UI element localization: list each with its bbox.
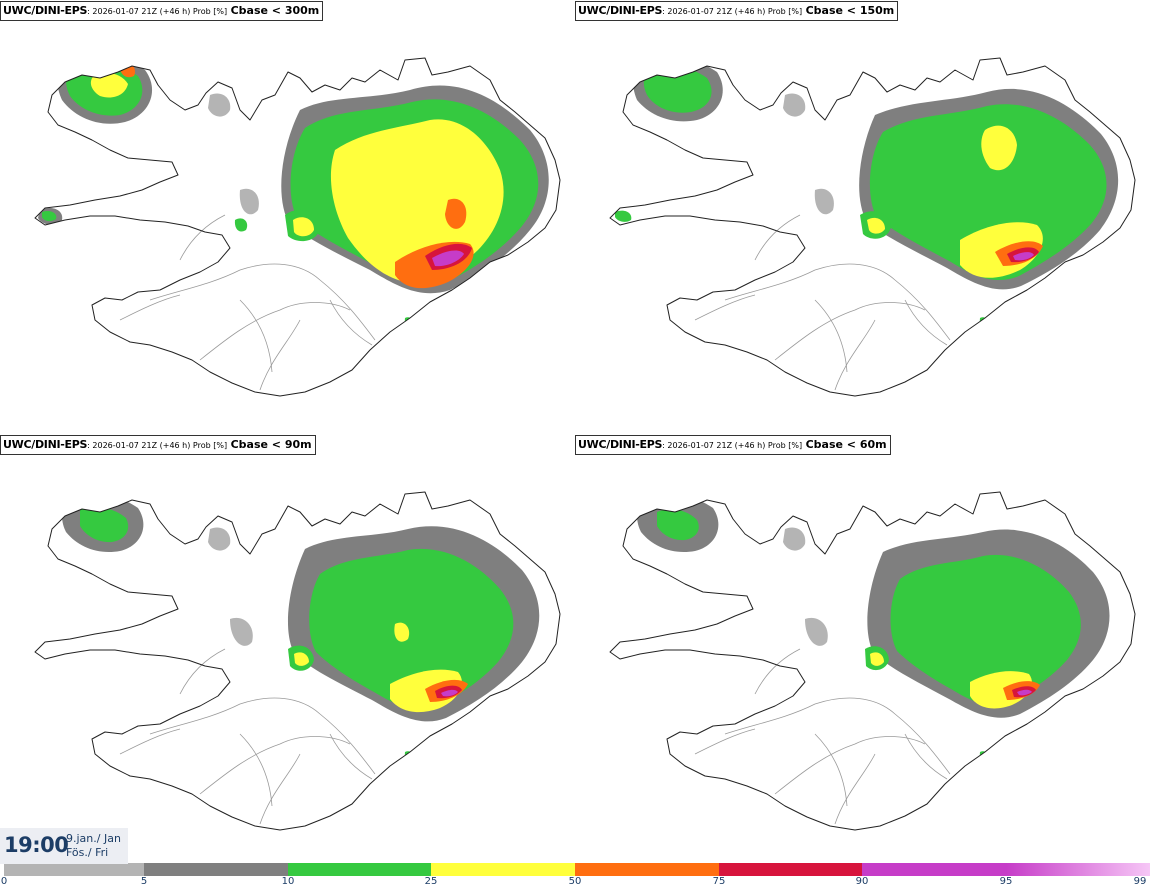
prob-area-5 <box>230 617 253 646</box>
prob-area-50 <box>294 652 309 666</box>
prob-area-25 <box>643 65 712 113</box>
legend-label-50: 50 <box>568 876 582 887</box>
model-name: UWC/DINI-EPS <box>578 438 663 451</box>
coastline <box>609 491 1136 831</box>
probability-fields <box>637 494 1110 765</box>
prob-area-25 <box>80 507 129 543</box>
prob-area-25 <box>404 751 415 765</box>
prob-area-25 <box>890 554 1081 705</box>
prob-area-25 <box>657 509 699 541</box>
probability-map <box>609 57 1136 397</box>
legend-swatch-90 <box>719 863 862 876</box>
probability-fields <box>0 18 549 331</box>
legend-label-99: 99 <box>1133 876 1147 887</box>
prob-area-25 <box>404 317 415 331</box>
prob-area-5 <box>783 527 806 551</box>
inland-boundaries <box>694 648 951 825</box>
panel-title: UWC/DINI-EPS: 2026-01-07 21Z (+46 h) Pro… <box>0 1 324 21</box>
prob-area-50 <box>330 119 504 283</box>
prob-area-5 <box>805 617 828 646</box>
legend-label-25: 25 <box>424 876 438 887</box>
valid-date: 9.jan./ Jan Fös./ Fri <box>66 832 121 860</box>
run-info: : 2026-01-07 21Z (+46 h) Prob [%] <box>87 7 228 16</box>
field-name: Cbase < 90m <box>230 438 312 451</box>
legend-colorbar <box>4 863 1150 876</box>
prob-area-25 <box>979 751 990 765</box>
prob-area-5 <box>0 18 55 45</box>
coastline <box>34 491 561 831</box>
probability-map <box>34 491 561 831</box>
probability-map <box>609 491 1136 831</box>
legend-swatch-5 <box>4 863 144 876</box>
prob-area-50 <box>870 652 884 666</box>
legend-swatch-95 <box>862 863 1006 876</box>
prob-area-95 <box>1013 252 1034 261</box>
legend-label-5: 5 <box>140 876 148 887</box>
legend-swatch-10 <box>144 863 288 876</box>
prob-area-50 <box>293 217 314 237</box>
coastline <box>34 57 561 397</box>
inland-boundaries <box>119 648 376 825</box>
prob-area-75 <box>445 198 467 229</box>
inland-boundaries <box>119 214 376 391</box>
date-line-2: Fös./ Fri <box>66 846 109 859</box>
prob-area-50 <box>981 125 1017 171</box>
run-info: : 2026-01-07 21Z (+46 h) Prob [%] <box>87 441 228 450</box>
prob-area-50 <box>90 72 128 98</box>
model-name: UWC/DINI-EPS <box>3 4 88 17</box>
legend-swatch-25 <box>288 863 431 876</box>
valid-time-box: 19:00 9.jan./ Jan Fös./ Fri <box>0 828 128 864</box>
probability-fields <box>62 494 540 765</box>
panel-title: UWC/DINI-EPS: 2026-01-07 21Z (+46 h) Pro… <box>575 1 899 21</box>
prob-area-25 <box>615 210 632 222</box>
panel-title: UWC/DINI-EPS: 2026-01-07 21Z (+46 h) Pro… <box>0 435 316 455</box>
prob-area-5 <box>208 93 231 117</box>
panel-title: UWC/DINI-EPS: 2026-01-07 21Z (+46 h) Pro… <box>575 435 891 455</box>
map-panel-4: UWC/DINI-EPS: 2026-01-07 21Z (+46 h) Pro… <box>575 434 1150 864</box>
legend-label-90: 90 <box>855 876 869 887</box>
prob-area-25 <box>979 317 990 331</box>
map-panel-2: UWC/DINI-EPS: 2026-01-07 21Z (+46 h) Pro… <box>575 0 1150 430</box>
valid-time: 19:00 <box>4 833 69 857</box>
legend-swatch-99 <box>1006 863 1150 876</box>
prob-area-25 <box>309 548 514 709</box>
legend-label-95: 95 <box>999 876 1013 887</box>
date-line-1: 9.jan./ Jan <box>66 832 121 845</box>
legend-label-75: 75 <box>712 876 726 887</box>
prob-area-5 <box>239 188 259 215</box>
model-name: UWC/DINI-EPS <box>3 438 88 451</box>
coastline <box>609 57 1136 397</box>
field-name: Cbase < 300m <box>230 4 320 17</box>
probability-fields <box>615 58 1119 331</box>
prob-area-95 <box>432 250 464 267</box>
prob-area-95 <box>441 689 458 697</box>
prob-area-5 <box>783 93 806 117</box>
map-panel-3: UWC/DINI-EPS: 2026-01-07 21Z (+46 h) Pro… <box>0 434 575 864</box>
probability-map <box>0 18 561 397</box>
field-name: Cbase < 150m <box>805 4 895 17</box>
prob-area-95 <box>1017 689 1032 696</box>
legend-label-0: 0 <box>0 876 8 887</box>
prob-area-5 <box>208 527 231 551</box>
field-name: Cbase < 60m <box>805 438 887 451</box>
run-info: : 2026-01-07 21Z (+46 h) Prob [%] <box>662 441 803 450</box>
prob-area-25 <box>42 210 57 222</box>
legend-swatch-75 <box>575 863 719 876</box>
prob-area-50 <box>867 217 885 234</box>
run-info: : 2026-01-07 21Z (+46 h) Prob [%] <box>662 7 803 16</box>
prob-area-5 <box>814 188 834 215</box>
prob-area-25 <box>869 104 1107 281</box>
legend-label-10: 10 <box>281 876 295 887</box>
legend-swatch-50 <box>431 863 575 876</box>
map-panel-1: UWC/DINI-EPS: 2026-01-07 21Z (+46 h) Pro… <box>0 0 575 430</box>
inland-boundaries <box>694 214 951 391</box>
prob-area-25 <box>234 218 248 232</box>
prob-area-50 <box>394 622 410 642</box>
color-legend <box>0 860 1150 891</box>
model-name: UWC/DINI-EPS <box>578 4 663 17</box>
